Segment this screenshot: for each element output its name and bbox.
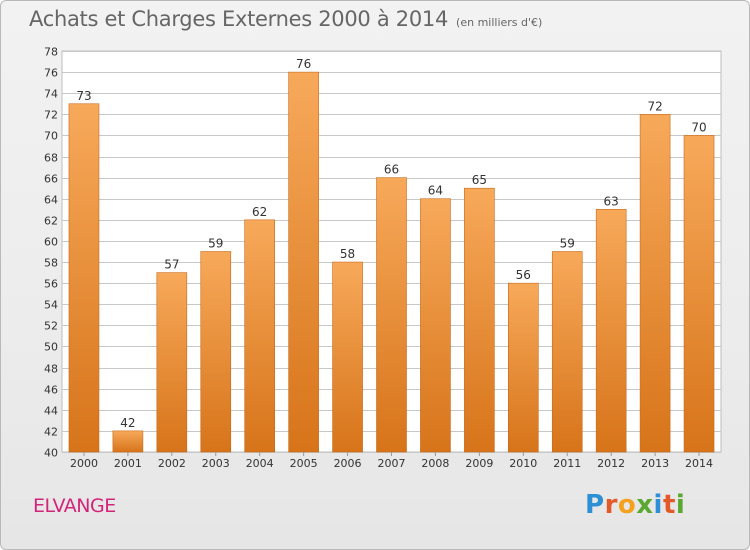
bar [376,177,407,453]
bar [595,208,627,453]
y-tick-label: 48 [44,363,58,376]
chart-subtitle: (en milliers d'€) [456,16,543,29]
x-tick-label: 2002 [158,457,186,470]
bar [156,272,188,453]
data-label: 62 [252,205,267,219]
data-label: 70 [691,120,706,134]
y-tick-label: 46 [44,384,58,397]
bar [244,219,275,453]
y-tick-label: 50 [44,341,58,354]
data-label: 65 [472,173,487,187]
chart-title: Achats et Charges Externes 2000 à 2014 (e… [29,7,542,31]
y-tick-label: 76 [44,67,58,80]
y-tick-label: 42 [44,426,58,439]
data-label: 64 [428,184,443,198]
data-label: 42 [120,416,135,430]
x-tick-label: 2001 [114,457,142,470]
x-tick-label: 2009 [465,457,493,470]
bar [68,103,100,453]
bar [332,261,363,453]
x-tick-label: 2006 [334,457,362,470]
y-tick-label: 52 [44,320,58,333]
x-tick-label: 2000 [70,457,98,470]
bar [200,251,232,453]
data-label: 59 [208,237,223,251]
y-tick-label: 54 [44,299,58,312]
y-tick-label: 44 [44,405,58,418]
data-label: 76 [296,57,311,71]
y-tick-label: 56 [44,278,58,291]
bar [112,430,144,453]
data-label: 63 [604,194,619,208]
place-name: ELVANGE [33,495,116,517]
x-tick-label: 2008 [421,457,449,470]
bar [288,71,319,453]
bar [507,282,539,453]
x-tick-label: 2007 [378,457,406,470]
chart-title-text: Achats et Charges Externes 2000 à 2014 [29,7,449,31]
x-tick-label: 2012 [597,457,625,470]
x-tick-label: 2005 [290,457,318,470]
bar [464,187,495,453]
data-label: 56 [516,268,531,282]
x-tick-label: 2010 [509,457,537,470]
data-label: 66 [384,163,399,177]
x-tick-label: 2011 [553,457,581,470]
y-tick-label: 60 [44,236,58,249]
x-tick-label: 2003 [202,457,230,470]
y-tick-label: 72 [44,109,58,122]
y-tick-label: 40 [44,447,58,460]
data-label: 58 [340,247,355,261]
y-tick-label: 58 [44,257,58,270]
data-label: 57 [164,258,179,272]
y-tick-label: 78 [44,46,58,59]
data-label: 59 [560,237,575,251]
y-tick-label: 64 [44,194,58,207]
data-label: 73 [76,89,91,103]
x-tick-label: 2013 [641,457,669,470]
x-tick-label: 2004 [246,457,274,470]
bar [639,114,671,453]
bar [683,135,715,453]
y-tick-label: 66 [44,173,58,186]
bar [551,251,583,453]
y-tick-label: 74 [44,88,58,101]
bar [420,198,451,453]
y-tick-label: 68 [44,152,58,165]
data-label: 72 [647,99,662,113]
y-tick-label: 70 [44,130,58,143]
y-tick-label: 62 [44,215,58,228]
x-tick-label: 2014 [685,457,713,470]
proxiti-logo: Proxiti [585,490,686,520]
